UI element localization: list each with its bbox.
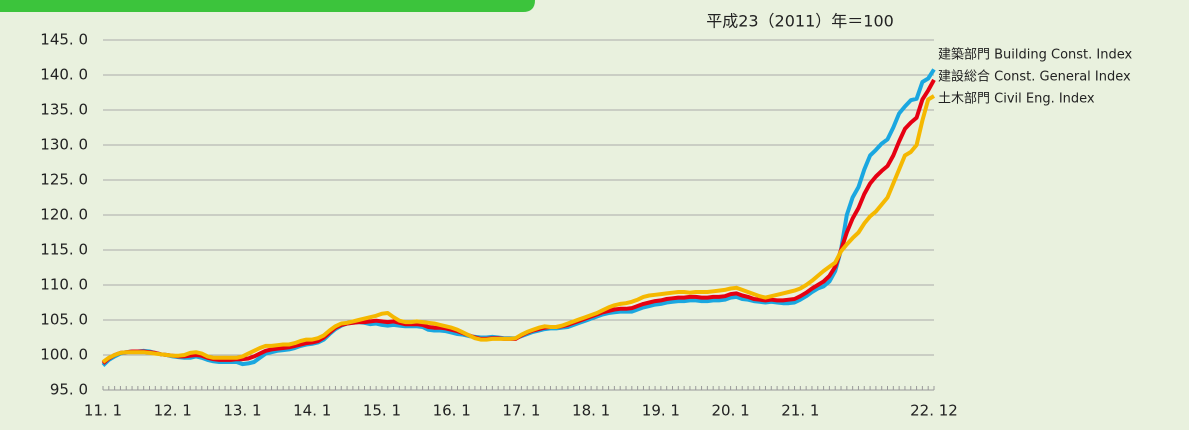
x-tick-label: 12. 1 [154,402,192,420]
x-tick-label: 17. 1 [502,402,540,420]
header-tab [0,0,535,12]
y-tick-label: 135. 0 [40,101,88,119]
x-tick-label: 18. 1 [572,402,610,420]
y-tick-label: 120. 0 [40,206,88,224]
x-tick-label: 21. 1 [781,402,819,420]
x-tick-label: 13. 1 [223,402,261,420]
y-tick-label: 115. 0 [40,241,88,259]
x-tick-label: 20. 1 [712,402,750,420]
y-tick-label: 95. 0 [50,381,88,399]
x-tick-label: 15. 1 [363,402,401,420]
y-tick-label: 125. 0 [40,171,88,189]
legend-label: 建築部門 Building Const. Index [938,48,1133,63]
x-tick-label: 16. 1 [433,402,471,420]
y-tick-label: 130. 0 [40,136,88,154]
legend-label: 土木部門 Civil Eng. Index [938,92,1095,107]
annotation: 平成23（2011）年＝100 [706,12,894,31]
x-tick-label: 22. 12 [910,402,958,420]
series-line [101,94,936,364]
y-tick-label: 110. 0 [40,276,88,294]
x-tick-label: 19. 1 [642,402,680,420]
y-tick-label: 105. 0 [40,311,88,329]
x-tick-label: 14. 1 [293,402,331,420]
y-tick-label: 100. 0 [40,346,88,364]
legend-label: 建設総合 Const. General Index [938,69,1131,85]
y-tick-label: 145. 0 [40,31,88,49]
y-tick-label: 140. 0 [40,66,88,84]
x-tick-label: 11. 1 [84,402,122,420]
